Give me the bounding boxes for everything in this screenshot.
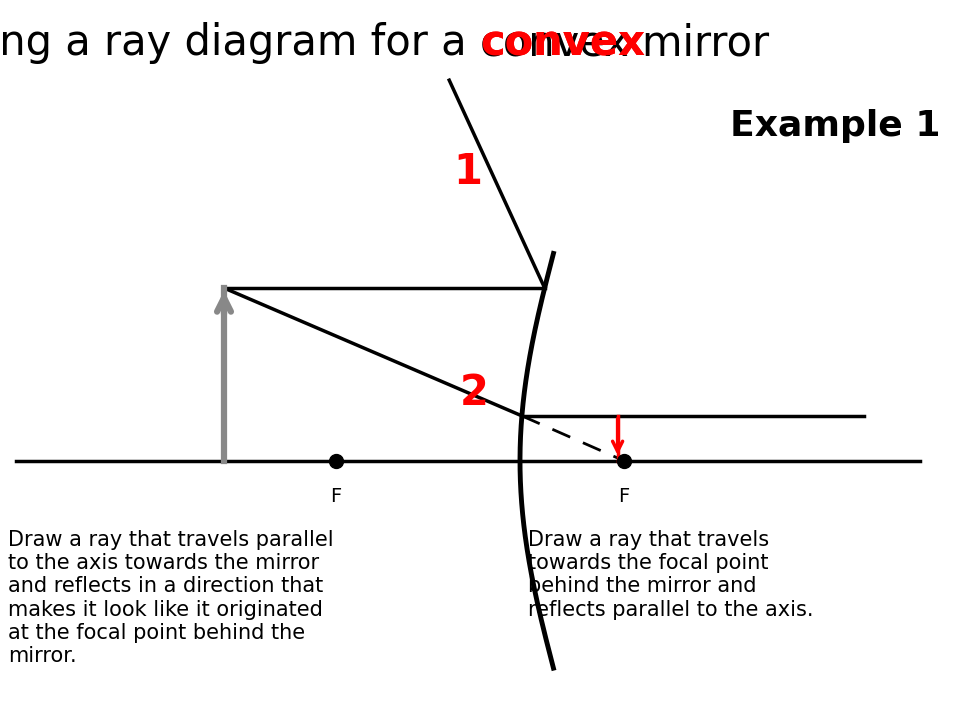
Text: convex: convex bbox=[480, 22, 645, 64]
Text: Draw a ray that travels parallel
to the axis towards the mirror
and reflects in : Draw a ray that travels parallel to the … bbox=[8, 530, 334, 666]
Text: F: F bbox=[330, 487, 342, 505]
Text: convex mirror: convex mirror bbox=[480, 22, 769, 64]
Text: 2: 2 bbox=[460, 372, 489, 414]
Text: Example 1: Example 1 bbox=[730, 109, 941, 143]
Text: Draw a ray that travels
towards the focal point
behind the mirror and
reflects p: Draw a ray that travels towards the foca… bbox=[528, 530, 813, 619]
Text: convex: convex bbox=[480, 22, 645, 64]
Text: 1: 1 bbox=[453, 151, 482, 193]
Text: F: F bbox=[618, 487, 630, 505]
Text: Drawing a ray diagram for a: Drawing a ray diagram for a bbox=[0, 22, 480, 64]
